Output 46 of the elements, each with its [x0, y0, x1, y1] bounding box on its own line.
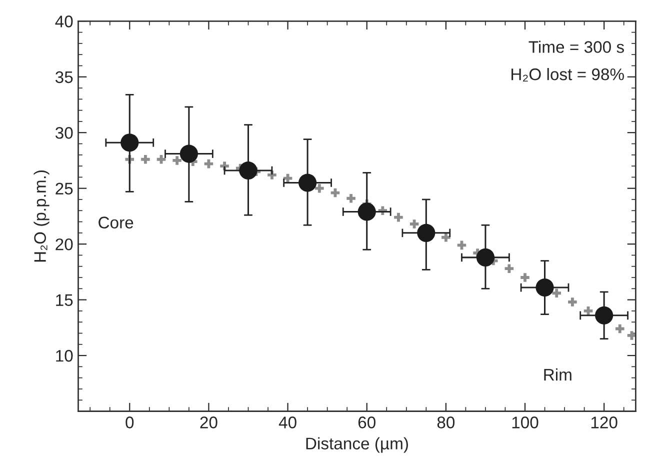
point [120, 134, 139, 152]
annotation: Core [98, 216, 134, 228]
point [315, 184, 324, 193]
x-tick-label: 100 [512, 416, 538, 428]
point [330, 188, 340, 198]
y-tick-label: 40 [55, 16, 73, 28]
point [410, 220, 419, 228]
point [457, 240, 466, 250]
y-tick-label: 30 [55, 127, 73, 139]
y-tick-label: 10 [56, 350, 73, 362]
point [520, 273, 530, 282]
x-axis-title: Distance (µm) [306, 437, 408, 453]
y-tick-label: 35 [55, 71, 73, 84]
point [298, 174, 317, 192]
x-tick-label: 80 [437, 416, 455, 428]
annotation: H₂O lost = 98% [512, 68, 624, 82]
y-tick-label: 20 [56, 238, 73, 250]
point [156, 154, 166, 164]
annotation: Time = 300 s [528, 40, 624, 53]
point [627, 331, 636, 340]
x-tick-label: 60 [358, 416, 376, 428]
point [394, 212, 403, 222]
point [476, 248, 495, 266]
point [358, 202, 376, 221]
x-tick-label: 0 [126, 416, 134, 428]
x-tick-label: 40 [278, 416, 296, 428]
point [204, 159, 214, 168]
point [615, 324, 624, 334]
point [568, 298, 577, 306]
point [346, 194, 356, 203]
y-tick-label: 25 [56, 182, 73, 195]
y-axis-title: H₂O (p.p.m.) [34, 170, 50, 262]
point [595, 306, 614, 324]
x-tick-label: 20 [200, 416, 218, 428]
point [239, 161, 258, 180]
point [504, 264, 514, 273]
x-tick-label: 120 [591, 416, 618, 428]
point [552, 288, 562, 298]
point [536, 278, 554, 297]
point [442, 232, 450, 242]
point [417, 224, 436, 242]
point [141, 154, 150, 164]
point [180, 144, 198, 163]
y-tick-label: 15 [56, 294, 73, 306]
point [172, 156, 182, 165]
annotation: Rim [544, 368, 572, 380]
